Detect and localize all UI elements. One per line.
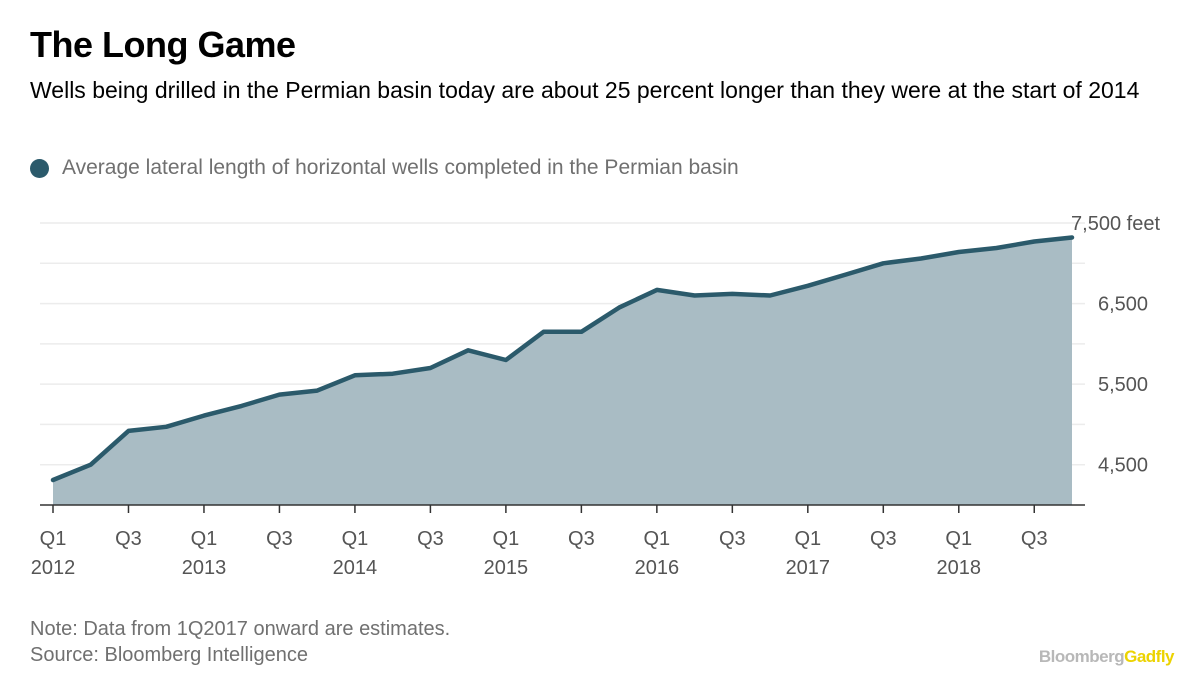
x-tick-label: Q3: [568, 528, 595, 550]
brand-logo: BloombergGadfly: [1038, 647, 1175, 667]
series-line: [50, 235, 1075, 483]
y-axis-ticks: 4,500 5,500 6,500 7,500 feet: [1071, 213, 1160, 477]
x-tick-label: Q1: [40, 528, 67, 550]
x-tick-year-label: 2015: [484, 557, 529, 579]
x-tick-label: Q1: [794, 528, 821, 550]
brand-main: Bloomberg: [1038, 647, 1125, 666]
x-tick-label: Q1: [342, 528, 369, 550]
x-tick-label: Q3: [266, 528, 293, 550]
y-tick-label: 7,500 feet: [1071, 213, 1160, 235]
x-tick-year-label: 2013: [182, 557, 227, 579]
y-tick-label: 4,500: [1098, 455, 1148, 477]
x-tick-year-label: 2017: [786, 557, 831, 579]
legend-swatch: [30, 158, 49, 178]
x-tick-label: Q1: [191, 528, 218, 550]
y-tick-label: 6,500: [1098, 294, 1148, 316]
x-axis-ticks: Q1 2012 Q3 Q1 2013 Q3 Q1 2014 Q3 Q1 2015 Q3 Q1 2016 Q3…: [31, 505, 1048, 579]
chart-subtitle: Wells being drilled in the Permian basin…: [30, 77, 1140, 103]
brand-accent: Gadfly: [1124, 647, 1174, 666]
x-tick-year-label: 2014: [333, 557, 378, 579]
x-tick-label: Q1: [945, 528, 972, 550]
x-tick-label: Q3: [719, 528, 746, 550]
x-tick-label: Q1: [493, 528, 520, 550]
source-text: Source: Bloomberg Intelligence: [30, 644, 308, 666]
y-tick-label: 5,500: [1098, 374, 1148, 396]
x-tick-label: Q3: [417, 528, 444, 550]
x-tick-label: Q3: [115, 528, 142, 550]
x-tick-label: Q3: [870, 528, 897, 550]
note-text: Note: Data from 1Q2017 onward are estima…: [30, 618, 451, 640]
series-area: [53, 237, 1072, 505]
legend-label: Average lateral length of horizontal wel…: [62, 156, 739, 179]
x-tick-year-label: 2018: [937, 557, 982, 579]
x-tick-label: Q1: [644, 528, 671, 550]
x-tick-year-label: 2016: [635, 557, 680, 579]
x-tick-label: Q3: [1021, 528, 1048, 550]
x-tick-year-label: 2012: [31, 557, 76, 579]
legend: Average lateral length of horizontal wel…: [30, 156, 739, 180]
chart-title: The Long Game: [30, 24, 296, 65]
